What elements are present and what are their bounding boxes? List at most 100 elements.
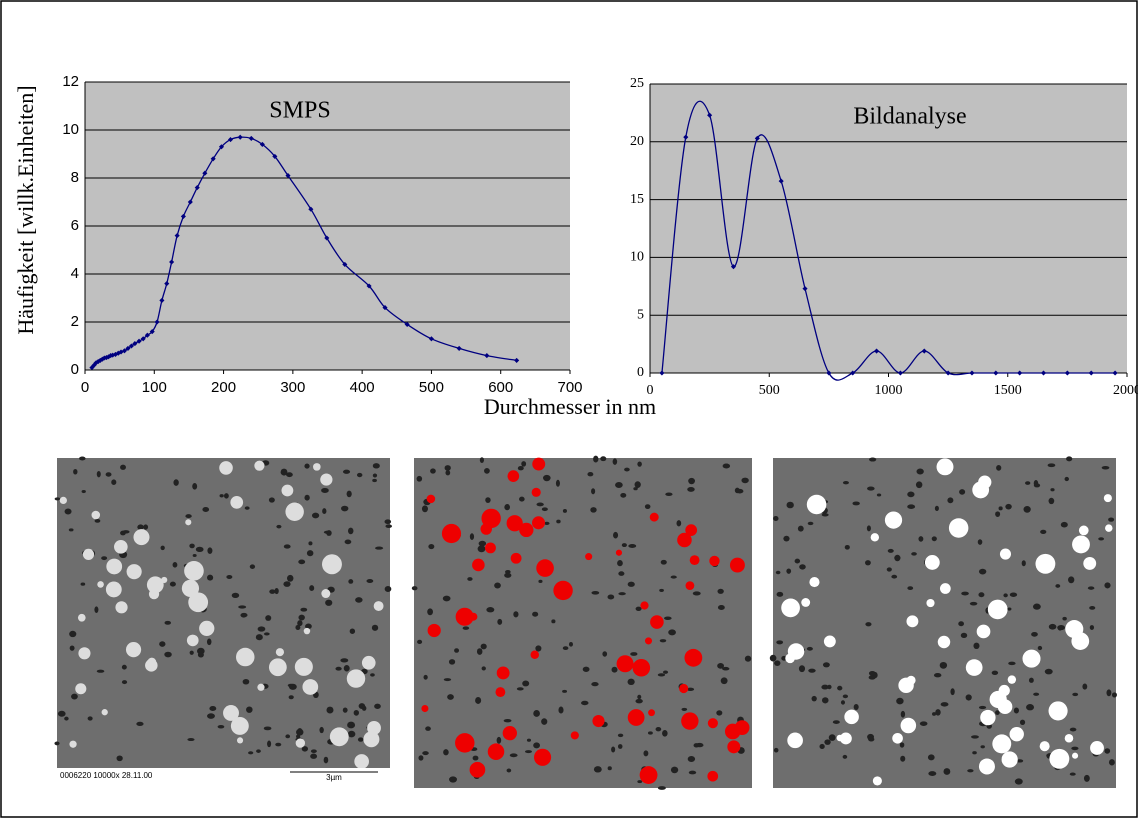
pore bbox=[907, 504, 916, 509]
pore bbox=[692, 591, 701, 596]
pore bbox=[1068, 576, 1075, 584]
pore bbox=[717, 605, 725, 611]
particle bbox=[781, 598, 800, 618]
pore bbox=[568, 641, 573, 647]
particle bbox=[115, 601, 128, 614]
particle bbox=[689, 555, 700, 566]
pore bbox=[686, 687, 695, 692]
pore bbox=[544, 521, 550, 525]
pore bbox=[1089, 606, 1096, 610]
pore bbox=[348, 579, 354, 584]
pore bbox=[769, 654, 777, 662]
pore bbox=[607, 766, 612, 771]
micrograph-background bbox=[773, 458, 1116, 788]
pore bbox=[94, 519, 101, 523]
pore bbox=[670, 575, 677, 579]
pore bbox=[357, 737, 364, 742]
point-marker bbox=[456, 345, 462, 351]
pore bbox=[894, 554, 901, 562]
point-marker bbox=[159, 297, 165, 303]
pore bbox=[1031, 631, 1038, 637]
particle bbox=[495, 687, 506, 698]
pore bbox=[209, 706, 217, 712]
pore bbox=[797, 525, 804, 532]
point-marker bbox=[237, 134, 243, 140]
particle bbox=[648, 709, 655, 717]
pore bbox=[868, 457, 877, 462]
particle bbox=[870, 533, 880, 542]
particle bbox=[502, 725, 517, 741]
pore bbox=[648, 731, 653, 735]
pore bbox=[223, 493, 229, 499]
pore bbox=[808, 668, 816, 673]
pore bbox=[288, 695, 294, 700]
pore bbox=[741, 477, 749, 484]
point-marker bbox=[128, 343, 134, 349]
x-tick-label: 500 bbox=[419, 379, 444, 396]
pore bbox=[773, 747, 779, 753]
pore bbox=[978, 705, 987, 710]
pore bbox=[722, 463, 731, 469]
pore bbox=[612, 458, 618, 465]
pore bbox=[837, 685, 843, 691]
x-axis-label: Durchmesser in nm bbox=[484, 394, 656, 419]
pore bbox=[655, 727, 662, 732]
particle bbox=[506, 515, 523, 532]
pore bbox=[637, 694, 642, 700]
x-tick-label: 2000 bbox=[1113, 383, 1138, 398]
pore bbox=[371, 624, 379, 631]
pore bbox=[356, 472, 363, 478]
particle bbox=[530, 650, 540, 660]
particle bbox=[884, 511, 903, 529]
particle bbox=[313, 463, 321, 471]
particle bbox=[91, 510, 101, 520]
pore bbox=[256, 749, 261, 753]
pore bbox=[591, 590, 600, 595]
pore bbox=[54, 741, 60, 746]
particle bbox=[534, 748, 552, 766]
pore bbox=[786, 501, 794, 509]
pore bbox=[69, 645, 75, 651]
pore bbox=[347, 527, 354, 535]
point-marker bbox=[154, 319, 160, 325]
pore bbox=[217, 725, 225, 729]
point-marker bbox=[187, 199, 193, 205]
pore bbox=[958, 621, 964, 627]
pore bbox=[876, 493, 882, 497]
pore bbox=[1098, 537, 1105, 541]
pore bbox=[972, 751, 977, 755]
pore bbox=[844, 544, 850, 550]
particle bbox=[367, 721, 381, 735]
particle bbox=[114, 539, 128, 554]
pore bbox=[305, 623, 312, 630]
pore bbox=[916, 468, 924, 475]
pore bbox=[720, 677, 728, 685]
pore bbox=[581, 700, 589, 706]
pore bbox=[1066, 456, 1073, 462]
particle bbox=[980, 709, 996, 726]
y-tick-label: 5 bbox=[637, 307, 644, 322]
particle bbox=[727, 740, 741, 754]
particle bbox=[734, 720, 750, 735]
pore bbox=[385, 524, 393, 528]
pore bbox=[688, 770, 697, 775]
point-marker bbox=[164, 281, 170, 287]
particle bbox=[806, 494, 827, 515]
pore bbox=[287, 574, 294, 582]
pore bbox=[497, 618, 503, 625]
point-marker bbox=[382, 305, 388, 311]
point-marker bbox=[428, 336, 434, 342]
pore bbox=[374, 703, 381, 709]
particle bbox=[997, 699, 1013, 715]
pore bbox=[1026, 704, 1035, 711]
y-tick-label: 0 bbox=[71, 361, 79, 378]
particle bbox=[133, 529, 150, 546]
x-tick-label: 400 bbox=[350, 379, 375, 396]
pore bbox=[681, 707, 688, 711]
pore bbox=[137, 524, 144, 530]
pore bbox=[79, 456, 86, 461]
pore bbox=[226, 574, 233, 579]
pore bbox=[326, 706, 334, 714]
particle bbox=[320, 473, 333, 486]
pore bbox=[687, 756, 696, 762]
